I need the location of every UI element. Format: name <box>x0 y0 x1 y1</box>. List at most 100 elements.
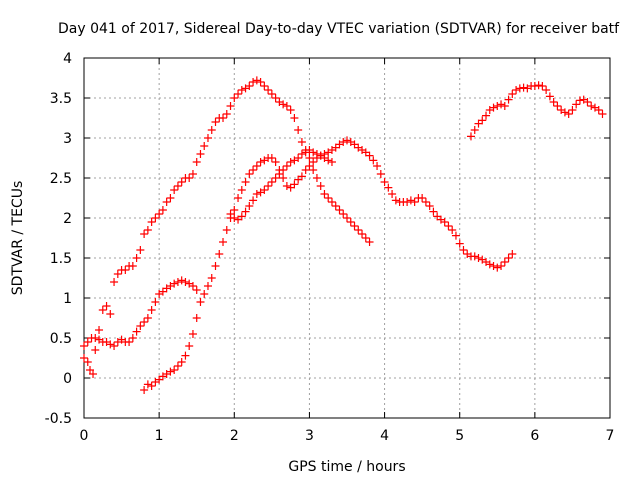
data-point <box>504 95 513 104</box>
data-point <box>252 190 261 198</box>
data-point <box>309 148 318 157</box>
data-point <box>252 162 261 170</box>
y-tick-label: 0.5 <box>50 331 72 347</box>
data-point <box>508 250 517 258</box>
data-series <box>80 76 607 394</box>
data-point <box>575 96 584 105</box>
data-point <box>256 158 265 166</box>
data-point <box>170 366 179 374</box>
data-point <box>331 202 340 210</box>
data-point <box>305 162 314 170</box>
data-point <box>369 156 378 165</box>
data-point <box>470 252 479 261</box>
data-point <box>425 202 434 210</box>
data-point <box>290 180 299 189</box>
data-point <box>545 92 554 101</box>
data-point <box>192 286 201 294</box>
data-point <box>297 150 306 158</box>
data-point <box>256 78 265 86</box>
data-point <box>358 230 367 238</box>
data-point <box>493 263 502 272</box>
data-point <box>147 382 156 390</box>
y-tick-label: 1 <box>63 291 72 307</box>
data-point <box>230 206 239 214</box>
data-point <box>230 94 239 102</box>
data-point <box>237 186 246 194</box>
data-point <box>350 222 359 230</box>
data-point <box>91 346 100 354</box>
grid <box>83 57 611 419</box>
data-point <box>279 100 288 109</box>
data-point <box>305 154 314 162</box>
data-point <box>267 90 276 98</box>
x-axis-label: GPS time / hours <box>288 459 405 475</box>
data-point <box>309 166 318 174</box>
data-point <box>241 178 250 186</box>
data-point <box>538 82 547 90</box>
data-point <box>196 150 205 158</box>
data-point <box>343 214 351 222</box>
data-point <box>155 210 164 218</box>
data-point <box>466 132 475 141</box>
data-point <box>286 106 295 114</box>
data-point <box>140 386 149 394</box>
data-point <box>132 327 141 336</box>
data-point <box>335 206 344 214</box>
data-point <box>455 239 464 248</box>
data-point <box>110 342 119 350</box>
data-point <box>237 212 246 221</box>
data-point <box>147 218 156 226</box>
data-point <box>406 196 415 205</box>
data-point <box>95 326 104 334</box>
data-point <box>211 262 220 270</box>
y-tick-labels: -0.5 0 0.5 1 1.5 2 2.5 3 3.5 4 <box>45 51 72 427</box>
data-point <box>113 270 122 278</box>
data-point <box>185 174 194 182</box>
data-point <box>271 94 280 102</box>
data-point <box>376 170 385 178</box>
data-point <box>301 166 310 174</box>
y-tick-label: -0.5 <box>45 411 72 427</box>
data-point <box>279 166 288 174</box>
data-point <box>132 254 141 262</box>
data-point <box>564 110 573 118</box>
data-point <box>173 182 182 190</box>
data-point <box>234 90 243 98</box>
data-point <box>151 214 160 222</box>
data-point <box>181 351 190 360</box>
data-point <box>451 231 460 240</box>
data-point <box>136 246 145 254</box>
data-point <box>568 106 577 114</box>
data-point <box>572 100 581 109</box>
data-point <box>482 111 491 120</box>
x-tick-label: 4 <box>380 428 389 444</box>
data-point <box>519 83 528 92</box>
data-point <box>249 78 258 86</box>
data-point <box>380 178 389 186</box>
data-point <box>343 136 351 145</box>
data-point <box>245 170 254 178</box>
data-point <box>162 198 171 206</box>
data-point <box>489 103 498 112</box>
data-point <box>388 190 397 198</box>
data-point <box>594 106 603 114</box>
data-point <box>260 82 269 90</box>
x-tick-label: 1 <box>155 428 164 444</box>
data-point <box>192 158 201 166</box>
data-point <box>429 207 438 216</box>
x-tick-label: 0 <box>80 428 89 444</box>
data-point <box>252 76 261 85</box>
data-point <box>500 102 509 110</box>
data-point <box>294 126 303 134</box>
data-point <box>83 338 92 346</box>
data-point <box>290 114 299 122</box>
data-point <box>207 274 216 282</box>
series-track-1 <box>80 76 374 378</box>
y-tick-label: 2.5 <box>50 171 72 187</box>
data-point <box>264 86 273 94</box>
chart-title: Day 041 of 2017, Sidereal Day-to-day VTE… <box>58 21 620 37</box>
x-tick-label: 2 <box>230 428 239 444</box>
x-tick-labels: 0 1 2 3 4 5 6 7 <box>80 428 615 444</box>
y-axis-label: SDTVAR / TECUs <box>10 181 26 296</box>
